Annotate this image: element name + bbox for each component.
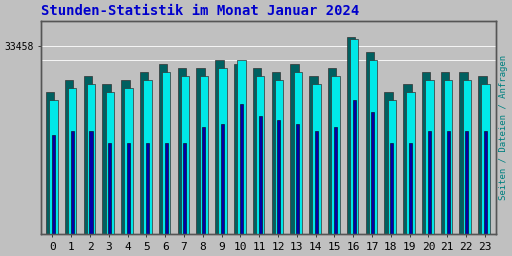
Bar [334, 127, 337, 234]
Bar [68, 88, 76, 234]
Bar [52, 135, 55, 234]
Bar [215, 60, 224, 234]
Text: Stunden-Statistik im Monat Januar 2024: Stunden-Statistik im Monat Januar 2024 [41, 4, 359, 18]
Bar [296, 123, 300, 234]
Bar [369, 60, 377, 234]
Bar [409, 143, 412, 234]
Bar [388, 100, 396, 234]
Bar [162, 72, 170, 234]
Bar [446, 131, 450, 234]
Bar [253, 68, 261, 234]
Bar [459, 72, 468, 234]
Bar [183, 143, 186, 234]
Bar [331, 76, 339, 234]
Bar [347, 37, 355, 234]
Bar [309, 76, 317, 234]
Bar [127, 143, 130, 234]
Bar [202, 127, 205, 234]
Bar [484, 131, 487, 234]
Bar [143, 80, 152, 234]
Bar [105, 92, 114, 234]
Bar [390, 143, 393, 234]
Bar [196, 68, 205, 234]
Bar [478, 76, 487, 234]
Bar [102, 84, 111, 234]
Bar [256, 76, 264, 234]
Bar [121, 80, 130, 234]
Bar [87, 84, 95, 234]
Bar [90, 131, 93, 234]
Bar [403, 84, 412, 234]
Bar [385, 92, 393, 234]
Bar [444, 80, 453, 234]
Bar [422, 72, 431, 234]
Bar [425, 80, 434, 234]
Bar [271, 72, 280, 234]
Bar [178, 68, 186, 234]
Bar [181, 76, 189, 234]
Bar [481, 84, 490, 234]
Bar [328, 68, 336, 234]
Bar [221, 123, 224, 234]
Bar [371, 112, 374, 234]
Bar [259, 116, 262, 234]
Bar [200, 76, 208, 234]
Bar [315, 131, 318, 234]
Bar [140, 72, 148, 234]
Bar [124, 88, 133, 234]
Bar [218, 68, 227, 234]
Bar [293, 72, 302, 234]
Bar [465, 131, 468, 234]
Bar [108, 143, 111, 234]
Bar [83, 76, 92, 234]
Bar [353, 100, 356, 234]
Bar [240, 104, 243, 234]
Bar [165, 143, 168, 234]
Bar [350, 38, 358, 234]
Bar [146, 143, 149, 234]
Bar [463, 80, 471, 234]
Bar [441, 72, 449, 234]
Bar [278, 120, 281, 234]
Bar [234, 64, 242, 234]
Bar [312, 84, 321, 234]
Bar [46, 92, 54, 234]
Bar [71, 131, 74, 234]
Bar [290, 64, 299, 234]
Bar [428, 131, 431, 234]
Bar [237, 60, 246, 234]
Bar [366, 52, 374, 234]
Bar [49, 100, 58, 234]
Bar [407, 92, 415, 234]
Y-axis label: Seiten / Dateien / Anfragen: Seiten / Dateien / Anfragen [499, 55, 508, 200]
Bar [275, 80, 283, 234]
Bar [65, 80, 73, 234]
Bar [159, 64, 167, 234]
